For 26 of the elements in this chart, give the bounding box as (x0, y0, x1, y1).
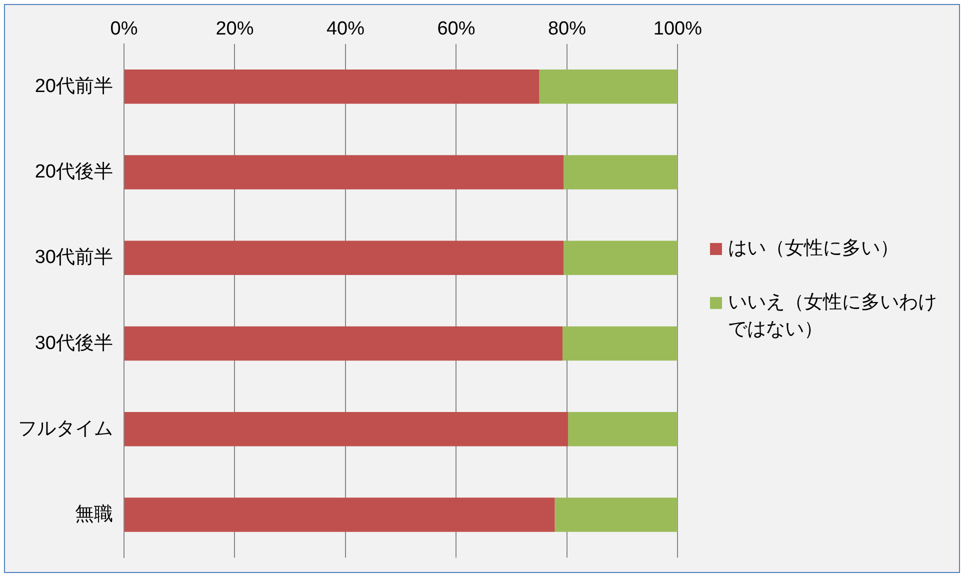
x-tick-label: 40% (326, 18, 365, 40)
y-tick-label: フルタイム (18, 418, 113, 440)
x-tick-label: 100% (653, 18, 702, 40)
bar (124, 240, 564, 276)
legend-label: はい（女性に多い） (728, 236, 899, 261)
bar (124, 498, 555, 532)
y-tick-label: 20代後半 (34, 161, 113, 182)
bar (124, 326, 563, 361)
bar (564, 155, 678, 190)
bar (539, 69, 678, 104)
y-tick-label: 20代前半 (34, 76, 113, 97)
legend-label: いいえ（女性に多いわけではない） (728, 290, 938, 342)
bar (124, 412, 568, 446)
x-tick-label: 60% (437, 18, 476, 40)
bar (124, 69, 540, 104)
bar (568, 412, 678, 446)
bar (564, 240, 678, 276)
x-tick-label: 0% (110, 18, 138, 40)
y-tick-label: 30代後半 (34, 332, 113, 354)
x-tick-label: 20% (216, 18, 254, 40)
y-tick-label: 30代前半 (34, 247, 113, 268)
x-tick-label: 80% (548, 18, 586, 40)
bar (124, 155, 564, 190)
bar (554, 498, 678, 532)
bar (562, 326, 678, 361)
y-tick-label: 無職 (75, 504, 113, 526)
